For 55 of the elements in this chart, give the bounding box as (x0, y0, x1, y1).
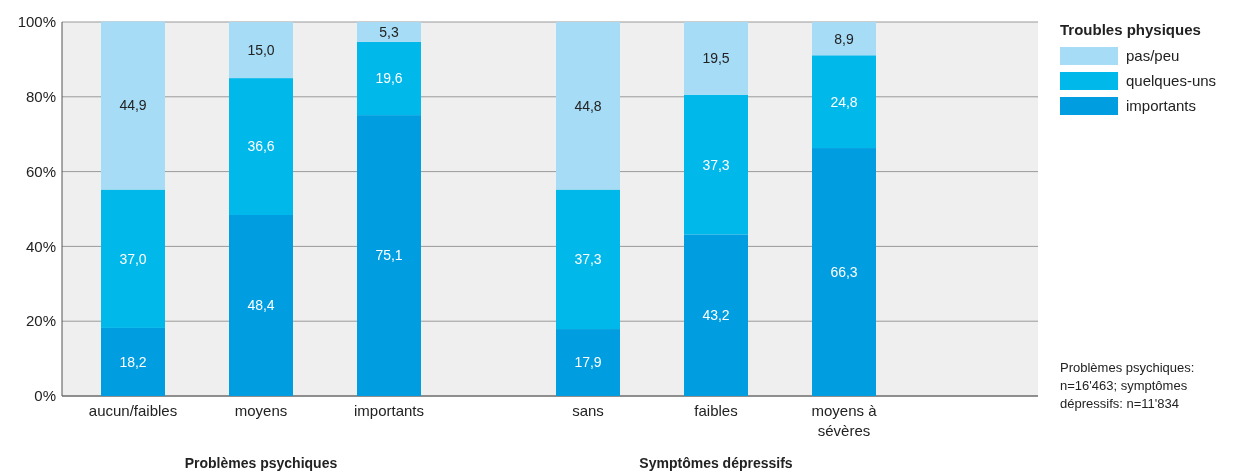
bar (229, 214, 293, 396)
data-label: 15,0 (247, 41, 275, 58)
data-label: 37,3 (574, 251, 602, 268)
bar (556, 22, 620, 190)
y-tick-label: 80% (25, 88, 56, 106)
data-label: 66,3 (830, 263, 858, 280)
bar (556, 329, 620, 396)
x-tick-label: importants (353, 402, 425, 419)
data-label: 8,9 (834, 30, 854, 47)
bar (101, 21, 165, 190)
x-tick-label: sans (572, 402, 604, 419)
x-tick-label: faibles (694, 402, 738, 419)
y-tick-label: 100% (17, 13, 56, 31)
bar (357, 41, 421, 116)
data-label: 36,6 (247, 138, 275, 155)
bar (357, 22, 421, 42)
data-label: 37,3 (702, 156, 730, 173)
y-tick-label: 40% (25, 237, 56, 255)
y-tick-label: 60% (25, 162, 56, 180)
x-tick-label: moyens (234, 402, 288, 419)
legend-label: pas/peu (1126, 47, 1180, 65)
bar (684, 234, 748, 396)
bar (812, 22, 876, 56)
x-tick-label: moyens à sévères (811, 402, 878, 439)
bar (229, 22, 293, 79)
data-label: 75,1 (375, 247, 403, 264)
data-label: 24,8 (830, 93, 858, 110)
bar (812, 55, 876, 149)
data-label: 44,9 (119, 97, 147, 114)
bar (357, 115, 421, 396)
x-axis-title: Problèmes psychiques (184, 455, 338, 471)
data-label: 43,2 (702, 307, 730, 324)
bar (101, 327, 165, 396)
bar (684, 22, 748, 95)
text: Problèmes psychiques: n=16'463; symptômes dépressifs: n=11'834 (1060, 360, 1195, 411)
data-label: 5,3 (379, 23, 399, 40)
legend-label: quelques-uns (1126, 72, 1217, 90)
data-label: 48,4 (247, 297, 275, 314)
bar (101, 189, 165, 328)
data-label: 18,2 (119, 353, 147, 370)
data-label: 19,6 (375, 70, 403, 87)
data-label: 37,0 (119, 250, 147, 267)
legend-title: Troubles physiques (1060, 21, 1201, 38)
data-label: 17,9 (574, 354, 602, 371)
y-tick-label: 0% (34, 387, 56, 405)
y-tick-label: 20% (25, 312, 56, 330)
bar (684, 94, 748, 235)
bar (556, 189, 620, 330)
bar (812, 148, 876, 396)
legend-label: importants (1126, 97, 1197, 115)
x-tick-label: aucun/faibles (88, 402, 178, 419)
bar (229, 78, 293, 215)
data-label: 44,8 (574, 97, 602, 114)
data-label: 19,5 (702, 50, 730, 67)
x-axis-title: Symptômes dépressifs (639, 455, 793, 471)
